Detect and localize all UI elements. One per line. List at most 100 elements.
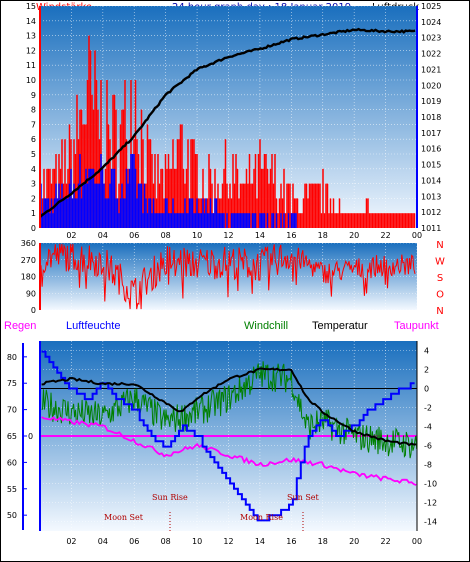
direction-y-ticks: 0 90 180 270 360 bbox=[21, 239, 36, 315]
x-tick-label: 08 bbox=[161, 231, 171, 240]
legend-windchill: Windchill bbox=[244, 320, 288, 332]
temperature-tick-label: 0 bbox=[424, 385, 429, 394]
humidity-tick-label: 75 bbox=[7, 379, 17, 388]
windchill-line bbox=[41, 361, 418, 459]
x-tick-label: 04 bbox=[98, 231, 108, 240]
wind-tick-label: 15 bbox=[26, 2, 36, 11]
x-tick-label: 18 bbox=[318, 231, 328, 240]
pressure-tick-label: 1017 bbox=[421, 129, 441, 138]
direction-tick-label: 0 bbox=[31, 306, 36, 315]
wind-tick-label: 4 bbox=[31, 165, 36, 174]
temperature-tick-label: -10 bbox=[424, 480, 437, 489]
moon-set-label: Moon Set bbox=[104, 513, 144, 522]
wind-average-series bbox=[40, 154, 297, 228]
humidity-tick-label: 60 bbox=[7, 458, 17, 467]
legend-temperature: Temperatur bbox=[312, 320, 368, 332]
pressure-tick-label: 1025 bbox=[421, 2, 441, 11]
temperature-line bbox=[41, 367, 417, 447]
x-tick-label: 02 bbox=[66, 231, 76, 240]
pressure-tick-label: 1013 bbox=[421, 192, 441, 201]
x-ticks-top: 02 04 06 08 10 12 14 16 18 20 22 00 bbox=[66, 231, 422, 240]
pressure-tick-label: 1011 bbox=[421, 224, 441, 233]
pressure-tick-label: 1018 bbox=[421, 113, 441, 122]
wind-tick-label: 9 bbox=[31, 91, 36, 100]
pressure-tick-label: 1023 bbox=[421, 34, 441, 43]
pressure-tick-label: 1015 bbox=[421, 161, 441, 170]
sun-rise-label: Sun Rise bbox=[152, 493, 188, 502]
x-tick-label: 18 bbox=[318, 537, 328, 546]
wind-tick-label: 7 bbox=[31, 120, 36, 129]
x-tick-label: 08 bbox=[161, 537, 171, 546]
compass-label: N bbox=[436, 240, 443, 251]
temperature-tick-label: -2 bbox=[424, 404, 432, 413]
compass-label: O bbox=[436, 290, 444, 301]
legend-humidity: Luftfeuchte bbox=[66, 320, 120, 332]
temperature-y-ticks: 4 2 0 -2 -4 -6 -8 -10 -12 -14 bbox=[424, 347, 437, 527]
wind-tick-label: 2 bbox=[31, 194, 36, 203]
x-tick-label: 02 bbox=[66, 537, 76, 546]
sun-set-label: Sun Set bbox=[287, 493, 320, 502]
direction-tick-label: 360 bbox=[21, 239, 36, 248]
wind-tick-label: 0 bbox=[31, 224, 36, 233]
wind-tick-label: 8 bbox=[31, 106, 36, 115]
wind-tick-label: 1 bbox=[31, 209, 36, 218]
x-tick-label: 22 bbox=[380, 537, 390, 546]
temperature-tick-label: -6 bbox=[424, 442, 432, 451]
direction-tick-label: 90 bbox=[26, 289, 36, 298]
pressure-tick-label: 1020 bbox=[421, 81, 441, 90]
temperature-tick-label: -12 bbox=[424, 499, 437, 508]
compass-label: S bbox=[437, 273, 443, 284]
pressure-y-ticks: 1011 1012 1013 1014 1015 1016 1017 1018 1019 1020… bbox=[421, 2, 441, 233]
temperature-tick-label: -14 bbox=[424, 518, 437, 527]
wind-direction-line bbox=[40, 243, 416, 310]
wind-tick-label: 3 bbox=[31, 180, 36, 189]
x-tick-label: 12 bbox=[223, 537, 233, 546]
temperature-tick-label: 4 bbox=[424, 347, 429, 356]
temperature-tick-label: -4 bbox=[424, 423, 432, 432]
x-ticks-bottom: 02 04 06 08 10 12 14 16 18 20 22 00 bbox=[66, 537, 422, 546]
humidity-tick-label: 50 bbox=[7, 511, 17, 520]
pressure-line bbox=[39, 27, 416, 219]
x-tick-label: 22 bbox=[380, 231, 390, 240]
x-tick-label: 10 bbox=[192, 231, 202, 240]
x-tick-label: 10 bbox=[192, 537, 202, 546]
pressure-tick-label: 1021 bbox=[421, 65, 441, 74]
wind-tick-label: 14 bbox=[26, 17, 36, 26]
dewpoint-line bbox=[41, 415, 417, 486]
wind-tick-label: 11 bbox=[26, 61, 36, 70]
pressure-tick-label: 1024 bbox=[421, 18, 441, 27]
humidity-tick-label: 65 bbox=[7, 432, 17, 441]
x-tick-label: 00 bbox=[412, 537, 422, 546]
x-tick-label: 06 bbox=[129, 231, 139, 240]
humidity-tick-label: 70 bbox=[7, 406, 17, 415]
pressure-tick-label: 1012 bbox=[421, 208, 441, 217]
temperature-tick-label: -8 bbox=[424, 461, 432, 470]
compass-label: W bbox=[435, 257, 445, 268]
humidity-y-ticks: 50 55 60 65 70 75 80 bbox=[7, 353, 27, 520]
legend-dewpoint: Taupunkt bbox=[394, 320, 439, 332]
pressure-tick-label: 1019 bbox=[421, 97, 441, 106]
moon-rise-label: Moon Rise bbox=[240, 513, 283, 522]
wind-panel-grid bbox=[40, 5, 418, 229]
x-tick-label: 12 bbox=[223, 231, 233, 240]
compass-label: N bbox=[436, 306, 443, 317]
x-tick-label: 14 bbox=[255, 231, 265, 240]
x-tick-label: 06 bbox=[129, 537, 139, 546]
x-tick-label: 16 bbox=[286, 537, 296, 546]
wind-tick-label: 5 bbox=[31, 150, 36, 159]
wind-tick-label: 6 bbox=[31, 135, 36, 144]
humidity-tick-label: 55 bbox=[7, 485, 17, 494]
x-tick-label: 14 bbox=[255, 537, 265, 546]
direction-tick-label: 270 bbox=[21, 256, 36, 265]
direction-tick-label: 180 bbox=[21, 273, 36, 282]
pressure-tick-label: 1022 bbox=[421, 50, 441, 59]
wind-tick-label: 12 bbox=[26, 46, 36, 55]
x-tick-label: 16 bbox=[286, 231, 296, 240]
humidity-tick-label: 80 bbox=[7, 353, 17, 362]
wind-tick-label: 13 bbox=[26, 32, 36, 41]
rain-zero-label: 0 bbox=[28, 432, 33, 441]
legend-rain: Regen bbox=[4, 320, 36, 332]
temperature-tick-label: 2 bbox=[424, 366, 429, 375]
